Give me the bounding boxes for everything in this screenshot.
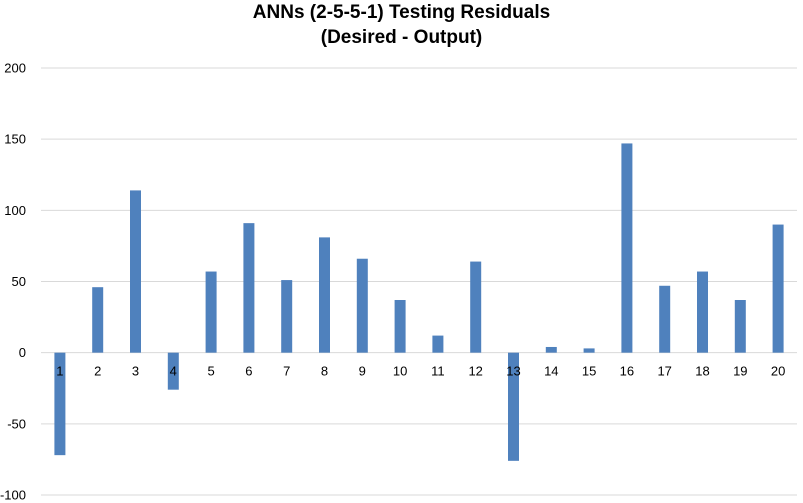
- x-tick-label: 2: [94, 364, 101, 379]
- x-tick-label: 8: [321, 364, 328, 379]
- x-tick-label: 17: [657, 364, 671, 379]
- bar: [772, 224, 784, 353]
- x-tick-label: 3: [132, 364, 139, 379]
- gridlines: [41, 67, 797, 496]
- x-tick-label: 18: [695, 364, 709, 379]
- bar: [508, 352, 519, 461]
- bar: [583, 348, 595, 353]
- bar: [319, 237, 330, 353]
- chart-title-line-1: ANNs (2-5-5-1) Testing Residuals: [252, 2, 551, 23]
- y-tick-label: 200: [4, 61, 26, 76]
- x-tick-label: 11: [431, 364, 445, 379]
- y-tick-label: 50: [12, 274, 26, 289]
- x-tick-label: 12: [468, 364, 482, 379]
- chart-title-line-2: (Desired - Output): [320, 27, 483, 48]
- x-tick-label: 1: [56, 364, 63, 379]
- bar: [130, 190, 141, 353]
- bar: [470, 261, 482, 353]
- x-tick-label: 6: [245, 364, 252, 379]
- x-axis-tick-labels: 1 2 3 4 5 6 7 8 9 10 11 12 13 14 15 16 17 18 19 20: [56, 364, 785, 379]
- y-tick-label: 150: [4, 132, 26, 147]
- y-tick-label: -100: [0, 488, 26, 503]
- y-axis-tick-labels: 200 150 100 50 0 -50 -100: [0, 61, 26, 503]
- bar: [243, 223, 255, 353]
- bar: [54, 352, 66, 456]
- bars: [54, 143, 784, 461]
- bar: [281, 280, 293, 353]
- bar: [356, 258, 368, 353]
- bar: [432, 335, 444, 353]
- bar: [621, 143, 633, 353]
- x-tick-label: 14: [544, 364, 558, 379]
- bar: [92, 287, 104, 353]
- bar: [659, 285, 671, 353]
- x-tick-label: 15: [582, 364, 596, 379]
- y-tick-label: 0: [19, 345, 26, 360]
- x-tick-label: 19: [733, 364, 747, 379]
- x-tick-label: 4: [170, 364, 177, 379]
- y-tick-label: 100: [4, 203, 26, 218]
- x-tick-label: 7: [283, 364, 290, 379]
- bar: [697, 271, 708, 353]
- bar: [545, 346, 557, 353]
- bar: [734, 300, 746, 353]
- bar: [167, 352, 179, 390]
- y-tick-label: -50: [7, 416, 26, 431]
- x-tick-label: 10: [393, 364, 407, 379]
- bar: [205, 271, 217, 353]
- x-tick-label: 16: [620, 364, 634, 379]
- bar: [394, 300, 406, 353]
- x-tick-label: 13: [506, 364, 520, 379]
- x-tick-label: 5: [207, 364, 214, 379]
- x-tick-label: 9: [359, 364, 366, 379]
- x-tick-label: 20: [771, 364, 785, 379]
